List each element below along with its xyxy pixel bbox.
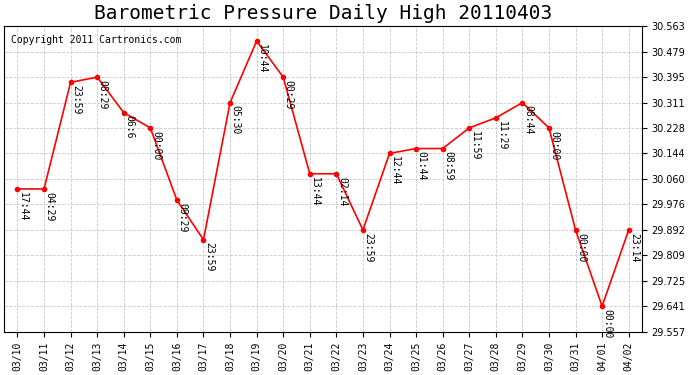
Text: 11:29: 11:29 (496, 121, 506, 150)
Title: Barometric Pressure Daily High 20110403: Barometric Pressure Daily High 20110403 (94, 4, 552, 23)
Text: 23:14: 23:14 (629, 233, 639, 262)
Text: 12:44: 12:44 (390, 156, 400, 186)
Text: 05:30: 05:30 (230, 105, 241, 135)
Text: 23:59: 23:59 (204, 243, 214, 272)
Text: 01:44: 01:44 (417, 152, 426, 181)
Text: 00:29: 00:29 (284, 80, 294, 109)
Text: 06:6: 06:6 (124, 116, 135, 139)
Text: 08:44: 08:44 (523, 105, 533, 135)
Text: 00:00: 00:00 (576, 233, 586, 262)
Text: 09:29: 09:29 (177, 203, 188, 232)
Text: 02:14: 02:14 (337, 177, 347, 206)
Text: 23:59: 23:59 (364, 233, 373, 262)
Text: 17:44: 17:44 (18, 192, 28, 221)
Text: 13:44: 13:44 (310, 177, 320, 206)
Text: 00:00: 00:00 (602, 309, 613, 338)
Text: 10:44: 10:44 (257, 44, 267, 73)
Text: 23:59: 23:59 (71, 85, 81, 114)
Text: 08:29: 08:29 (98, 80, 108, 109)
Text: 04:29: 04:29 (45, 192, 55, 221)
Text: Copyright 2011 Cartronics.com: Copyright 2011 Cartronics.com (10, 35, 181, 45)
Text: 00:00: 00:00 (151, 130, 161, 160)
Text: 08:59: 08:59 (443, 152, 453, 181)
Text: 00:00: 00:00 (549, 130, 560, 160)
Text: 11:59: 11:59 (470, 130, 480, 160)
